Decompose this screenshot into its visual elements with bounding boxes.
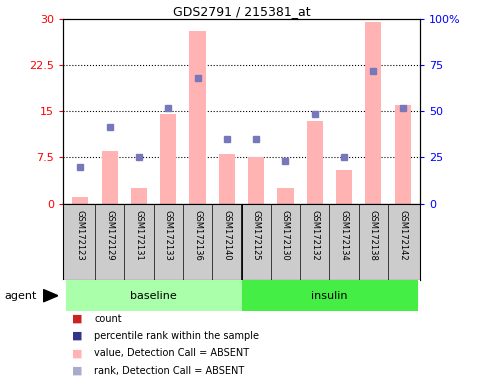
Bar [72,197,88,204]
Bar [248,157,264,204]
Text: GSM172138: GSM172138 [369,210,378,260]
Bar [219,154,235,204]
Text: count: count [94,314,122,324]
Bar [277,188,294,204]
Text: GSM172129: GSM172129 [105,210,114,260]
Text: GSM172140: GSM172140 [222,210,231,260]
Text: GSM172131: GSM172131 [134,210,143,260]
Text: percentile rank within the sample: percentile rank within the sample [94,331,259,341]
Text: GSM172134: GSM172134 [340,210,349,260]
Text: rank, Detection Call = ABSENT: rank, Detection Call = ABSENT [94,366,244,376]
Text: ■: ■ [72,366,83,376]
Polygon shape [43,290,58,302]
Text: ■: ■ [72,314,83,324]
Text: baseline: baseline [130,291,177,301]
Bar [336,170,352,204]
Text: ■: ■ [72,348,83,358]
Text: GSM172123: GSM172123 [76,210,85,260]
Text: GSM172142: GSM172142 [398,210,407,260]
Text: agent: agent [5,291,37,301]
Text: GSM172132: GSM172132 [310,210,319,260]
Bar [101,151,118,204]
Bar [160,114,176,204]
Text: value, Detection Call = ABSENT: value, Detection Call = ABSENT [94,348,249,358]
Bar [242,280,417,311]
Text: GSM172136: GSM172136 [193,210,202,260]
Bar [189,31,206,204]
Bar [395,105,411,204]
Bar [365,22,382,204]
Bar [131,188,147,204]
Bar [307,121,323,204]
Text: GSM172133: GSM172133 [164,210,173,260]
Text: GSM172130: GSM172130 [281,210,290,260]
Text: ■: ■ [72,331,83,341]
Text: insulin: insulin [311,291,348,301]
Bar [66,280,242,311]
Title: GDS2791 / 215381_at: GDS2791 / 215381_at [173,5,310,18]
Text: GSM172125: GSM172125 [252,210,261,260]
